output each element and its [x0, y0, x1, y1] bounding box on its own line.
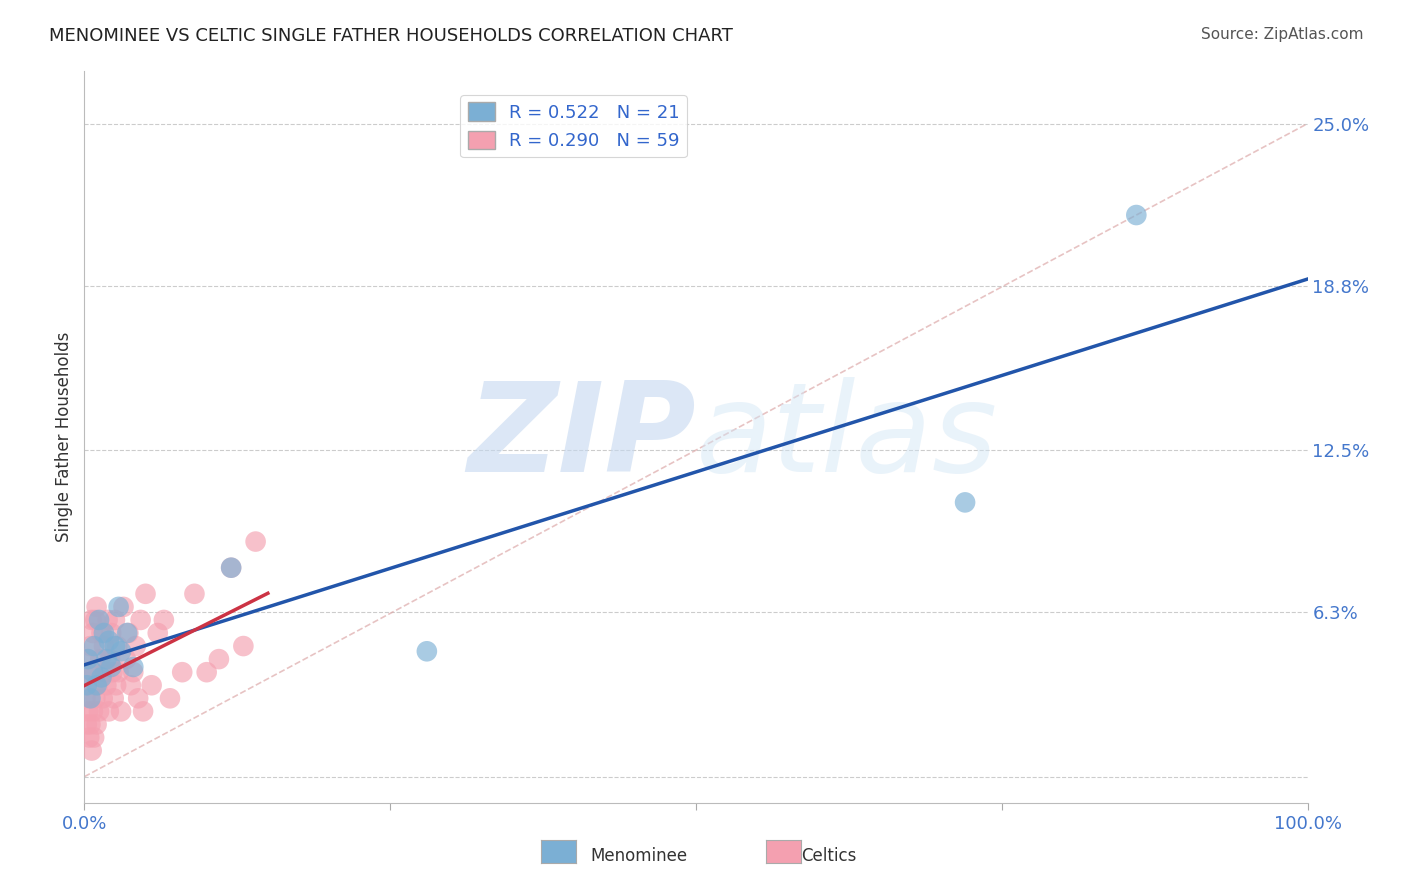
- Point: [129, 613, 152, 627]
- Point: [76, 678, 98, 692]
- Point: [159, 691, 181, 706]
- Point: [96, 678, 118, 692]
- Point: [245, 534, 267, 549]
- Point: [76, 717, 98, 731]
- Point: [87, 678, 110, 692]
- Point: [107, 665, 129, 680]
- Point: [82, 705, 104, 719]
- Point: [105, 639, 128, 653]
- Point: [86, 599, 108, 614]
- Point: [90, 626, 112, 640]
- Point: [77, 731, 100, 745]
- Point: [93, 639, 115, 653]
- Point: [93, 626, 115, 640]
- Point: [83, 665, 105, 680]
- Point: [107, 599, 129, 614]
- Point: [84, 691, 107, 706]
- Point: [219, 560, 242, 574]
- Text: Celtics: Celtics: [801, 847, 856, 865]
- Point: [101, 665, 124, 680]
- Point: [127, 691, 149, 706]
- Point: [120, 678, 142, 692]
- Point: [97, 613, 120, 627]
- Point: [96, 652, 118, 666]
- Point: [87, 705, 110, 719]
- Point: [77, 652, 100, 666]
- Point: [83, 731, 105, 745]
- Point: [97, 633, 120, 648]
- Y-axis label: Single Father Households: Single Father Households: [55, 332, 73, 542]
- Point: [79, 639, 101, 653]
- Point: [103, 691, 125, 706]
- Point: [82, 665, 104, 680]
- Point: [105, 678, 128, 692]
- Point: [110, 644, 132, 658]
- Point: [141, 678, 163, 692]
- Point: [232, 639, 254, 653]
- Point: [104, 613, 127, 627]
- Point: [183, 587, 205, 601]
- Point: [115, 652, 138, 666]
- Point: [86, 678, 108, 692]
- Point: [117, 626, 139, 640]
- Point: [153, 613, 176, 627]
- Point: [75, 691, 97, 706]
- Point: [83, 639, 105, 653]
- Point: [90, 670, 112, 684]
- Point: [112, 599, 135, 614]
- Point: [98, 652, 121, 666]
- Point: [122, 665, 145, 680]
- Point: [146, 626, 169, 640]
- Point: [416, 644, 439, 658]
- Point: [219, 560, 242, 574]
- Point: [79, 717, 101, 731]
- Point: [208, 652, 231, 666]
- Point: [100, 660, 122, 674]
- Text: Menominee: Menominee: [591, 847, 688, 865]
- Point: [100, 626, 122, 640]
- Point: [86, 717, 108, 731]
- Point: [125, 639, 148, 653]
- Point: [84, 613, 107, 627]
- Point: [172, 665, 194, 680]
- Point: [77, 665, 100, 680]
- Point: [77, 705, 100, 719]
- Point: [953, 495, 976, 509]
- Point: [77, 652, 100, 666]
- Point: [82, 626, 104, 640]
- Text: atlas: atlas: [696, 376, 998, 498]
- Point: [97, 705, 120, 719]
- Point: [94, 665, 117, 680]
- Point: [1125, 208, 1147, 222]
- Text: Source: ZipAtlas.com: Source: ZipAtlas.com: [1201, 27, 1364, 42]
- Point: [122, 660, 145, 674]
- Point: [89, 652, 111, 666]
- Point: [80, 743, 103, 757]
- Text: MENOMINEE VS CELTIC SINGLE FATHER HOUSEHOLDS CORRELATION CHART: MENOMINEE VS CELTIC SINGLE FATHER HOUSEH…: [49, 27, 733, 45]
- Point: [87, 613, 110, 627]
- Point: [76, 678, 98, 692]
- Point: [104, 639, 127, 653]
- Point: [80, 613, 103, 627]
- Legend: R = 0.522   N = 21, R = 0.290   N = 59: R = 0.522 N = 21, R = 0.290 N = 59: [460, 95, 688, 157]
- Point: [91, 691, 114, 706]
- Point: [79, 691, 101, 706]
- Point: [135, 587, 157, 601]
- Point: [115, 626, 138, 640]
- Point: [195, 665, 218, 680]
- Text: ZIP: ZIP: [467, 376, 696, 498]
- Point: [132, 705, 155, 719]
- Point: [110, 705, 132, 719]
